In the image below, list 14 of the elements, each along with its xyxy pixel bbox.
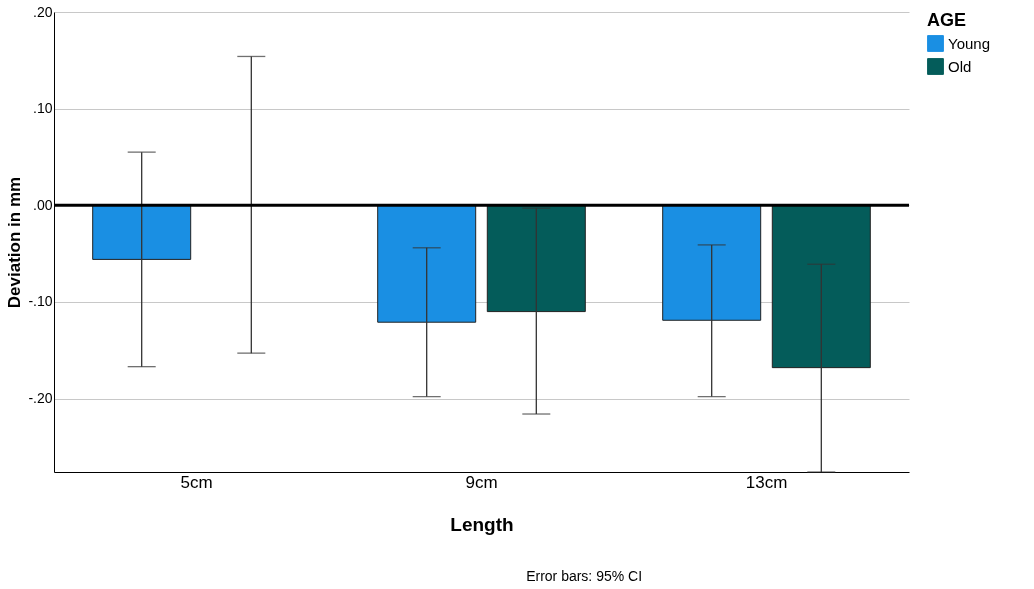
x-tick-label: 13cm — [745, 472, 788, 492]
x-axis-title: Length — [450, 513, 514, 535]
legend-title: AGE — [927, 10, 967, 30]
y-axis-title: Deviation in mm — [5, 176, 25, 309]
y-tick-label: .10 — [33, 100, 53, 117]
legend-label: Young — [948, 34, 990, 52]
y-tick-label: -.10 — [28, 293, 53, 310]
y-tick-label: .00 — [33, 196, 53, 213]
text: Error bars: 95% CI — [526, 568, 643, 584]
y-tick-label: -.20 — [28, 390, 53, 407]
y-tick-label: .20 — [33, 3, 53, 20]
legend-label: Old — [948, 57, 972, 75]
x-tick-label: 9cm — [465, 472, 498, 492]
x-tick-label: 5cm — [180, 472, 213, 492]
